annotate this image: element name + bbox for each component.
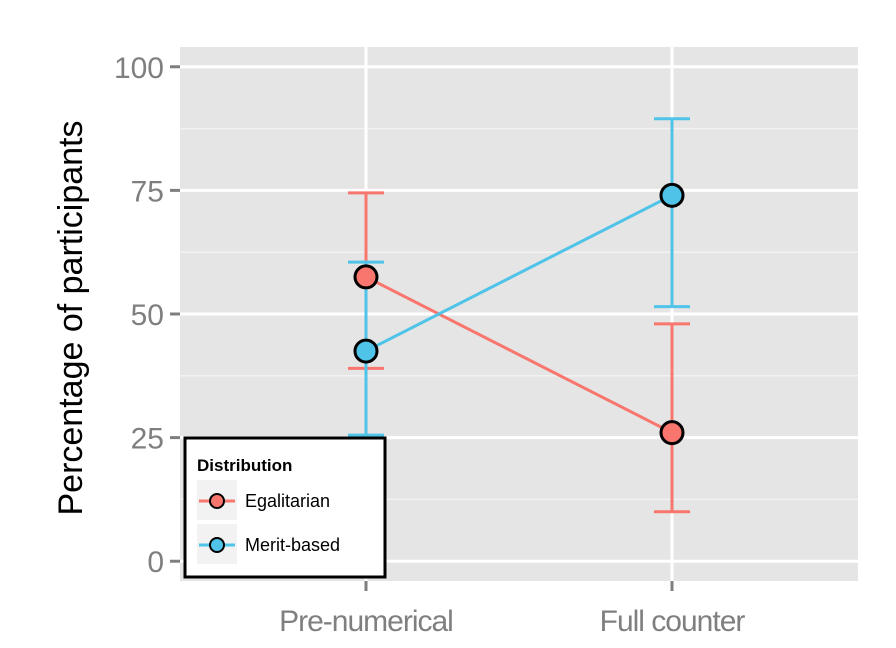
- data-point: [659, 182, 685, 208]
- y-tick-label: 100: [114, 52, 164, 85]
- data-point: [659, 420, 685, 446]
- legend: Distribution Egalitarian Merit-based: [183, 436, 387, 579]
- series-line: [365, 275, 673, 435]
- x-tick-label: Full counter: [600, 605, 746, 638]
- data-point: [353, 264, 379, 290]
- y-tick-label: 75: [131, 175, 164, 208]
- y-axis-ticks: 0 25 50 75 100: [114, 52, 180, 579]
- legend-title: Distribution: [197, 456, 292, 475]
- legend-label: Egalitarian: [245, 491, 330, 511]
- x-axis-ticks: Pre-numerical Full counter: [279, 581, 746, 638]
- y-tick-label: 25: [131, 423, 164, 456]
- y-tick-label: 0: [147, 546, 164, 579]
- series-lines: [365, 193, 673, 435]
- y-tick-label: 50: [131, 299, 164, 332]
- data-points: [353, 182, 685, 446]
- y-axis-title: Percentage of participants: [52, 120, 90, 515]
- legend-key-point: [209, 537, 225, 553]
- series-line: [365, 193, 673, 353]
- x-tick-label: Pre-numerical: [279, 605, 453, 638]
- legend-label: Merit-based: [245, 535, 340, 555]
- legend-key-point: [209, 493, 225, 509]
- data-point: [353, 338, 379, 364]
- legend-items: Egalitarian Merit-based: [197, 480, 340, 564]
